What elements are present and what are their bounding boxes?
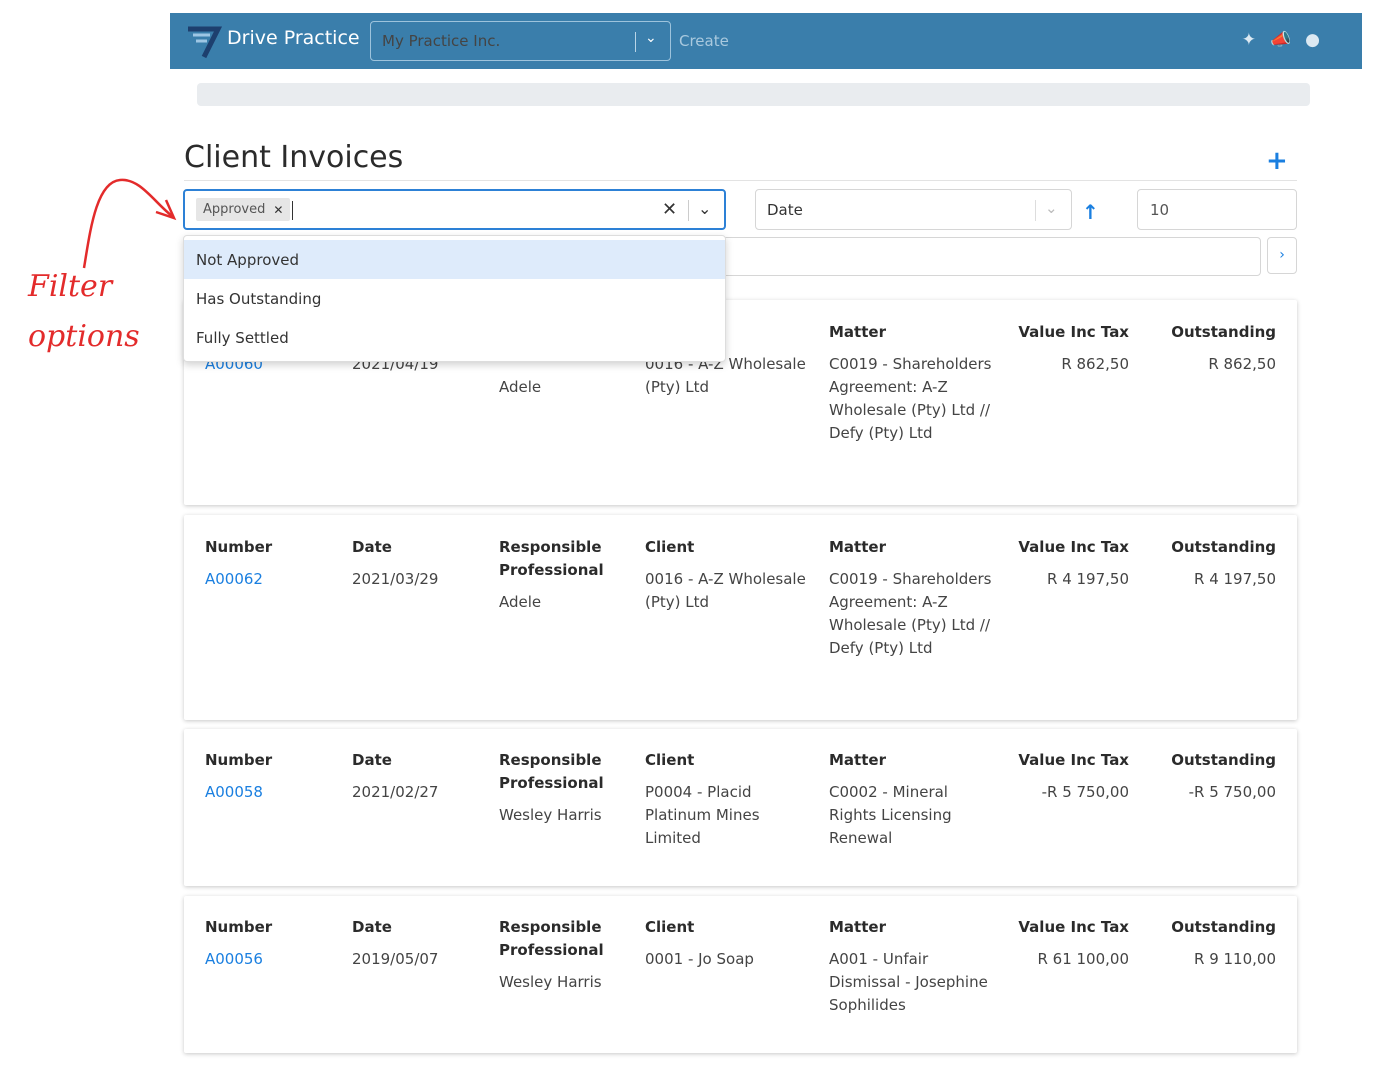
outstanding-header: Outstanding xyxy=(1171,538,1276,556)
megaphone-icon[interactable]: 📣 xyxy=(1269,30,1292,50)
value-inc-tax: R 61 100,00 xyxy=(1037,950,1129,968)
sort-direction-arrow-icon[interactable]: ↑ xyxy=(1082,200,1099,224)
client-header: Client xyxy=(645,751,695,769)
outstanding-header: Outstanding xyxy=(1171,751,1276,769)
chevron-down-icon[interactable]: ⌄ xyxy=(698,199,712,218)
top-navbar: Drive Practice My Practice Inc. ⌄ Create… xyxy=(170,13,1362,69)
responsible-professional: Adele xyxy=(499,378,542,396)
annotation-label-line2: options xyxy=(28,319,140,354)
outstanding-amount: R 4 197,50 xyxy=(1194,570,1276,588)
page-title: Client Invoices xyxy=(184,140,404,175)
value-inc-tax: R 4 197,50 xyxy=(1047,570,1129,588)
responsible-header: Responsible Professional xyxy=(499,538,604,579)
outstanding-amount: -R 5 750,00 xyxy=(1188,783,1276,801)
responsible-professional: Wesley Harris xyxy=(499,806,602,824)
sort-select-divider xyxy=(1035,200,1036,221)
matter-header: Matter xyxy=(829,918,886,936)
annotation-label-line1: Filter xyxy=(28,269,113,304)
matter-name: C0002 - Mineral Rights Licensing Renewal xyxy=(829,783,952,847)
practice-select[interactable]: My Practice Inc. ⌄ xyxy=(370,21,671,61)
chevron-down-icon[interactable]: ⌄ xyxy=(645,30,657,46)
client-header: Client xyxy=(645,538,695,556)
value-header: Value Inc Tax xyxy=(1018,918,1129,936)
practice-select-value: My Practice Inc. xyxy=(382,32,501,50)
annotation-arrow-icon xyxy=(82,178,177,269)
date-header: Date xyxy=(352,751,392,769)
chip-remove-icon[interactable]: ✕ xyxy=(273,202,284,217)
filter-option-not-approved[interactable]: Not Approved xyxy=(184,240,725,279)
value-inc-tax: -R 5 750,00 xyxy=(1041,783,1129,801)
responsible-header: Responsible Professional xyxy=(499,751,604,792)
number-header: Number xyxy=(205,538,273,556)
nav-icon-group: ✦ 📣 ● xyxy=(1242,30,1320,50)
matter-header: Matter xyxy=(829,538,886,556)
sort-select-value: Date xyxy=(767,201,803,219)
invoice-number-link[interactable]: A00062 xyxy=(205,570,263,588)
invoice-date: 2021/03/29 xyxy=(352,570,439,588)
date-header: Date xyxy=(352,538,392,556)
matter-name: C0019 - Shareholders Agreement: A-Z Whol… xyxy=(829,355,992,442)
value-header: Value Inc Tax xyxy=(1018,538,1129,556)
next-page-button[interactable]: › xyxy=(1267,237,1297,274)
invoice-number-link[interactable]: A00056 xyxy=(205,950,263,968)
sort-select[interactable]: Date ⌄ xyxy=(755,189,1072,230)
text-caret xyxy=(292,201,293,220)
responsible-professional: Wesley Harris xyxy=(499,973,602,991)
filter-options-dropdown: Not Approved Has Outstanding Fully Settl… xyxy=(183,235,726,362)
invoice-date: 2019/05/07 xyxy=(352,950,439,968)
magic-wand-icon[interactable]: ✦ xyxy=(1241,30,1256,50)
chevron-down-icon[interactable]: ⌄ xyxy=(1045,199,1058,217)
date-header: Date xyxy=(352,918,392,936)
search-input[interactable] xyxy=(700,237,1261,276)
filter-option-has-outstanding[interactable]: Has Outstanding xyxy=(196,290,322,308)
filter-chip: Approved ✕ xyxy=(196,198,291,221)
number-header: Number xyxy=(205,751,273,769)
status-filter-select[interactable]: Approved ✕ ✕ ⌄ xyxy=(183,189,726,230)
drive-practice-logo-icon[interactable] xyxy=(184,23,222,59)
user-icon[interactable]: ● xyxy=(1305,30,1320,50)
filter-option-fully-settled[interactable]: Fully Settled xyxy=(196,329,289,347)
number-header: Number xyxy=(205,918,273,936)
responsible-professional: Adele xyxy=(499,593,542,611)
loading-strip xyxy=(197,83,1310,106)
invoice-card[interactable]: Number Date Responsible Professional Cli… xyxy=(184,729,1297,886)
invoice-date: 2021/02/27 xyxy=(352,783,439,801)
page-size-input[interactable]: 10 xyxy=(1137,189,1297,230)
matter-header: Matter xyxy=(829,751,886,769)
invoice-card[interactable]: Number Date Responsible Professional Cli… xyxy=(184,515,1297,720)
client-name: P0004 - Placid Platinum Mines Limited xyxy=(645,783,760,847)
matter-name: A001 - Unfair Dismissal - Josephine Soph… xyxy=(829,950,988,1014)
create-link[interactable]: Create xyxy=(679,32,729,50)
outstanding-amount: R 862,50 xyxy=(1208,355,1276,373)
outstanding-amount: R 9 110,00 xyxy=(1194,950,1276,968)
add-invoice-button[interactable]: + xyxy=(1266,146,1288,176)
filter-select-divider xyxy=(688,200,689,221)
responsible-header: Responsible Professional xyxy=(499,918,604,959)
invoice-number-link[interactable]: A00058 xyxy=(205,783,263,801)
filter-chip-label: Approved xyxy=(203,202,266,217)
client-name: 0001 - Jo Soap xyxy=(645,950,754,968)
practice-select-divider xyxy=(635,32,636,52)
invoice-card[interactable]: Number Date Responsible Professional Cli… xyxy=(184,896,1297,1053)
brand-name[interactable]: Drive Practice xyxy=(227,27,360,49)
client-header: Client xyxy=(645,918,695,936)
clear-filter-icon[interactable]: ✕ xyxy=(662,199,678,220)
value-inc-tax: R 862,50 xyxy=(1061,355,1129,373)
outstanding-header: Outstanding xyxy=(1171,323,1276,341)
value-header: Value Inc Tax xyxy=(1018,751,1129,769)
outstanding-header: Outstanding xyxy=(1171,918,1276,936)
client-name: 0016 - A-Z Wholesale (Pty) Ltd xyxy=(645,570,806,611)
title-divider xyxy=(184,180,1297,181)
value-header: Value Inc Tax xyxy=(1018,323,1129,341)
matter-header: Matter xyxy=(829,323,886,341)
matter-name: C0019 - Shareholders Agreement: A-Z Whol… xyxy=(829,570,992,657)
